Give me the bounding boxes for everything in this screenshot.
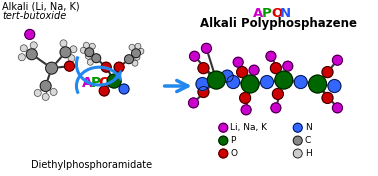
Text: A: A: [253, 7, 263, 20]
Circle shape: [275, 71, 293, 89]
Circle shape: [92, 54, 101, 63]
Circle shape: [85, 53, 91, 59]
Circle shape: [201, 43, 211, 53]
Circle shape: [273, 89, 284, 99]
Text: tert-butoxide: tert-butoxide: [2, 11, 66, 21]
Text: C: C: [305, 136, 311, 145]
Circle shape: [196, 78, 209, 90]
Text: P: P: [230, 136, 235, 145]
Circle shape: [124, 55, 133, 64]
Circle shape: [20, 45, 27, 52]
Circle shape: [84, 42, 89, 48]
Text: O: O: [271, 7, 282, 20]
Circle shape: [189, 98, 198, 108]
Text: P: P: [262, 7, 272, 20]
Circle shape: [99, 86, 109, 96]
Circle shape: [134, 54, 140, 60]
Circle shape: [89, 43, 95, 49]
Circle shape: [138, 48, 144, 54]
Text: N: N: [305, 123, 311, 132]
Circle shape: [219, 149, 228, 158]
Circle shape: [271, 103, 281, 113]
Circle shape: [19, 54, 25, 61]
Circle shape: [101, 62, 111, 72]
Circle shape: [240, 92, 251, 103]
Circle shape: [42, 93, 49, 100]
Circle shape: [249, 65, 259, 75]
Circle shape: [30, 42, 37, 49]
Text: O: O: [98, 76, 110, 90]
Circle shape: [333, 103, 342, 113]
Circle shape: [70, 46, 77, 53]
Circle shape: [328, 80, 341, 92]
Circle shape: [189, 51, 200, 61]
Circle shape: [107, 74, 121, 88]
Circle shape: [241, 105, 251, 115]
Circle shape: [85, 48, 94, 57]
Text: P: P: [90, 76, 101, 90]
Circle shape: [40, 81, 51, 92]
Circle shape: [227, 76, 240, 89]
Circle shape: [198, 63, 209, 74]
Circle shape: [237, 67, 248, 78]
Circle shape: [294, 76, 307, 89]
Circle shape: [81, 47, 86, 53]
Circle shape: [233, 57, 243, 67]
Text: Alkali (Li, Na, K): Alkali (Li, Na, K): [2, 2, 80, 12]
Text: Li, Na, K: Li, Na, K: [230, 123, 267, 132]
Circle shape: [260, 76, 273, 89]
Circle shape: [129, 44, 135, 50]
Circle shape: [114, 62, 124, 72]
Circle shape: [34, 89, 41, 96]
Circle shape: [322, 67, 333, 78]
Text: O: O: [230, 149, 237, 158]
Circle shape: [119, 84, 129, 94]
Circle shape: [132, 60, 138, 66]
Circle shape: [309, 75, 327, 93]
Circle shape: [60, 40, 67, 47]
Circle shape: [293, 123, 302, 132]
Circle shape: [25, 29, 35, 39]
Circle shape: [283, 61, 293, 71]
Circle shape: [135, 43, 141, 49]
Circle shape: [208, 71, 225, 89]
Circle shape: [198, 87, 209, 98]
Circle shape: [87, 59, 93, 65]
Circle shape: [293, 149, 302, 158]
Circle shape: [50, 89, 57, 95]
Circle shape: [132, 49, 141, 58]
Circle shape: [293, 136, 302, 145]
Circle shape: [46, 62, 57, 74]
Text: N: N: [280, 7, 291, 20]
Circle shape: [219, 123, 228, 132]
Circle shape: [322, 92, 333, 103]
Circle shape: [270, 63, 281, 74]
Circle shape: [65, 61, 74, 71]
Text: A: A: [82, 76, 93, 90]
Circle shape: [60, 47, 71, 58]
Text: N: N: [106, 76, 118, 90]
Text: H: H: [305, 149, 311, 158]
Circle shape: [266, 51, 276, 61]
Circle shape: [68, 55, 75, 62]
Circle shape: [26, 49, 37, 60]
Text: Diethylphosphoramidate: Diethylphosphoramidate: [31, 160, 152, 170]
Circle shape: [221, 70, 233, 82]
Text: Alkali Polyphosphazene: Alkali Polyphosphazene: [200, 17, 357, 30]
Circle shape: [219, 136, 228, 145]
Circle shape: [333, 55, 342, 65]
Circle shape: [241, 75, 259, 93]
